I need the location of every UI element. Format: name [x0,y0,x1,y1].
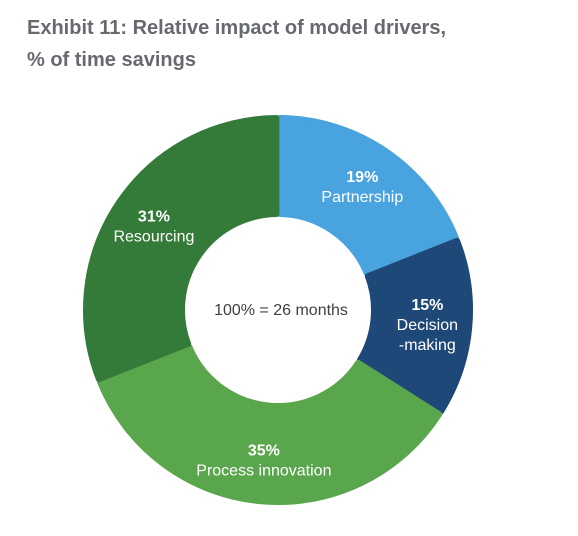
chart-title-line-1: Exhibit 11: Relative impact of model dri… [27,17,447,39]
slice-value-label: 15% [411,297,443,314]
donut-slice-decision-making [356,237,473,415]
chart-title: Exhibit 11: Relative impact of model dri… [27,12,547,76]
donut-slice-label: 31% Resourcing [113,209,194,246]
slice-category-label: -making [399,337,456,354]
slice-category-label: Process innovation [196,462,331,479]
chart-title-line-2: % of time savings [27,49,196,71]
slice-value-label: 35% [248,442,280,459]
donut-center-label: 100% = 26 months [214,302,348,319]
donut-slice-label: 15% Decision -making [397,297,458,354]
donut-slices [83,115,473,506]
donut-slice-label: 19% Partnership [321,169,403,206]
donut-slice-process-innovation [97,343,443,506]
donut-slice-partnership [276,115,459,277]
donut-slice-resourcing [83,115,280,383]
slice-value-label: 19% [346,169,378,186]
slice-category-label: Resourcing [113,229,194,246]
donut-slice-labels: 19% Partnership 15% Decision -making 35% Proce… [113,169,458,479]
donut-slice-label: 35% Process innovation [196,442,331,479]
slice-category-label: Decision [397,317,458,334]
slice-category-label: Partnership [321,189,403,206]
slice-value-label: 31% [138,209,170,226]
